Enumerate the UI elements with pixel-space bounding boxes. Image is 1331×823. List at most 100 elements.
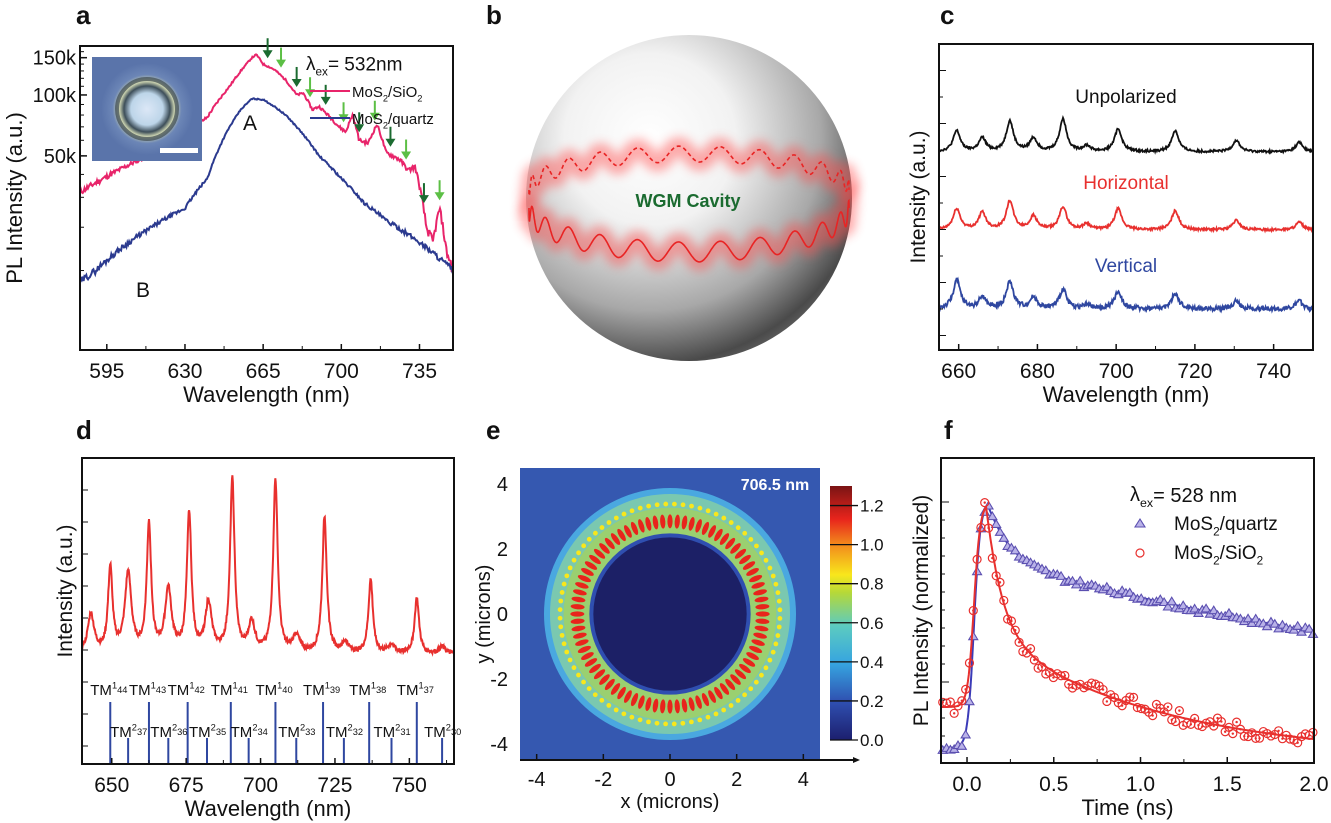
mode-lobe (755, 618, 770, 624)
mode-lobe (573, 632, 587, 639)
mode-lobe (584, 561, 598, 570)
mode-lobe (688, 517, 695, 531)
mode-lobe-outer (581, 679, 586, 685)
plot-frame (79, 45, 454, 351)
x-axis-label: x (microns) (621, 791, 720, 813)
legend-label-quartz: MoS2/quartz (352, 111, 434, 131)
mode-lobe (571, 596, 586, 603)
mode-lobe-outer (567, 657, 573, 663)
data-point-sio2 (999, 595, 1009, 606)
panel-label-d: d (76, 415, 92, 445)
data-point-sio2 (1010, 625, 1020, 635)
data-point-sio2 (949, 708, 959, 718)
mode-lobe (610, 533, 621, 545)
mode-lobe-outer (705, 714, 711, 720)
x-axis-arrow-icon (853, 757, 860, 763)
data-point-quartz (1101, 581, 1113, 591)
data-point-quartz (1246, 617, 1258, 627)
data-point-sio2 (987, 553, 997, 563)
y-tick-label: 4 (497, 474, 508, 496)
mode-lobe (604, 537, 615, 550)
x-tick-label: 700 (324, 360, 359, 383)
x-axis-label: Time (ns) (1081, 795, 1173, 820)
series-line-mos2-quartz (79, 97, 454, 284)
mode-lobe-outer (561, 641, 567, 647)
data-point-quartz (963, 696, 975, 706)
x-tick-label: -2 (594, 769, 612, 791)
data-point-sio2-dot (1155, 703, 1158, 706)
tm1-mode-label: TM137 (397, 680, 434, 699)
x-tick-label: 1.0 (1126, 773, 1155, 796)
mode-lobe-outer (721, 707, 727, 713)
mode-lobe-outer (663, 501, 669, 507)
data-point-sio2 (1014, 637, 1024, 647)
plot-frame (938, 43, 1314, 351)
data-point-sio2-dot (1162, 710, 1166, 714)
data-point-sio2 (1029, 655, 1039, 665)
x-tick-label: 630 (167, 360, 202, 383)
mode-lobe (688, 697, 695, 711)
legend-circle-icon (1135, 548, 1145, 558)
mode-lobe (573, 589, 587, 596)
x-tick-label: 750 (392, 774, 427, 797)
mode-lobe-outer (773, 641, 779, 647)
chart-c: Unpolarized Horizontal Vertical 660 680 700 72… (907, 43, 1314, 407)
mode-lobe-outer (767, 657, 773, 663)
colorbar-tick-label: 0.2 (860, 692, 884, 711)
mode-lobe (593, 548, 606, 559)
data-point-sio2 (1254, 733, 1265, 743)
mode-lobe (749, 645, 763, 654)
mode-lobe-outer (637, 717, 643, 723)
tm2-mode-label: TM237 (110, 722, 147, 741)
legend-label-sio2: MoS2/SiO2 (1174, 543, 1263, 568)
mode-lobe (730, 543, 741, 554)
mode-lobe-outer (586, 536, 592, 542)
chart-f: 0.0 0.5 1.0 1.5 2.0 Time (ns) PL Intensity (no… (910, 457, 1329, 820)
data-point-sio2-dot (952, 712, 956, 715)
mode-lobe-outer (735, 698, 741, 703)
mode-lobe (708, 690, 717, 703)
mode-lobe-outer (775, 590, 781, 596)
data-point-sio2-dot (1048, 671, 1051, 674)
data-point-sio2 (1128, 692, 1139, 702)
mode-lobe-outer (567, 565, 573, 571)
mode-arrow-icon (369, 112, 380, 121)
data-point-sio2-dot (1101, 688, 1105, 691)
data-point-sio2-dot (1120, 704, 1124, 707)
legend-triangle-icon (1134, 517, 1146, 528)
mode-lobe (754, 596, 769, 603)
mode-lobe (599, 674, 610, 685)
mode-lobe-outer (576, 672, 581, 678)
data-point-sio2-dot (1189, 723, 1193, 726)
mode-lobe-outer (564, 573, 570, 579)
mode-lobe (630, 521, 639, 535)
series-label-horizontal: Horizontal (1083, 173, 1169, 194)
x-axis-label: Wavelength (nm) (185, 796, 352, 821)
mode-arrow-icon (434, 192, 445, 201)
mode-lobe-outer (776, 624, 782, 630)
mode-lobe-outer (599, 697, 605, 703)
panel-label-a: a (76, 0, 91, 30)
mode-lobe (746, 567, 759, 576)
data-point-sio2 (957, 696, 967, 706)
y-tick-label: -4 (490, 734, 508, 756)
tm1-mode-label: TM141 (211, 680, 248, 699)
data-point-sio2-dot (979, 526, 983, 529)
mode-lobe-outer (697, 505, 703, 511)
mode-lobe (599, 543, 610, 554)
data-point-sio2 (1228, 729, 1238, 739)
mode-lobe (719, 533, 730, 545)
mode-lobe (674, 514, 680, 529)
mode-lobe (751, 582, 765, 589)
data-point-quartz (1223, 607, 1235, 617)
data-point-sio2-dot (983, 501, 986, 504)
y-axis-label: Intensity (a.u.) (907, 130, 930, 263)
x-tick-label: 740 (1256, 360, 1291, 383)
mode-lobe (589, 663, 601, 674)
mode-lobe-outer (571, 557, 577, 563)
mode-lobe (734, 548, 747, 559)
mode-lobe-outer (557, 607, 563, 613)
mode-lobe-outer (606, 703, 612, 708)
data-point-sio2 (1025, 644, 1036, 654)
x-tick-label: 2.0 (1299, 773, 1328, 796)
